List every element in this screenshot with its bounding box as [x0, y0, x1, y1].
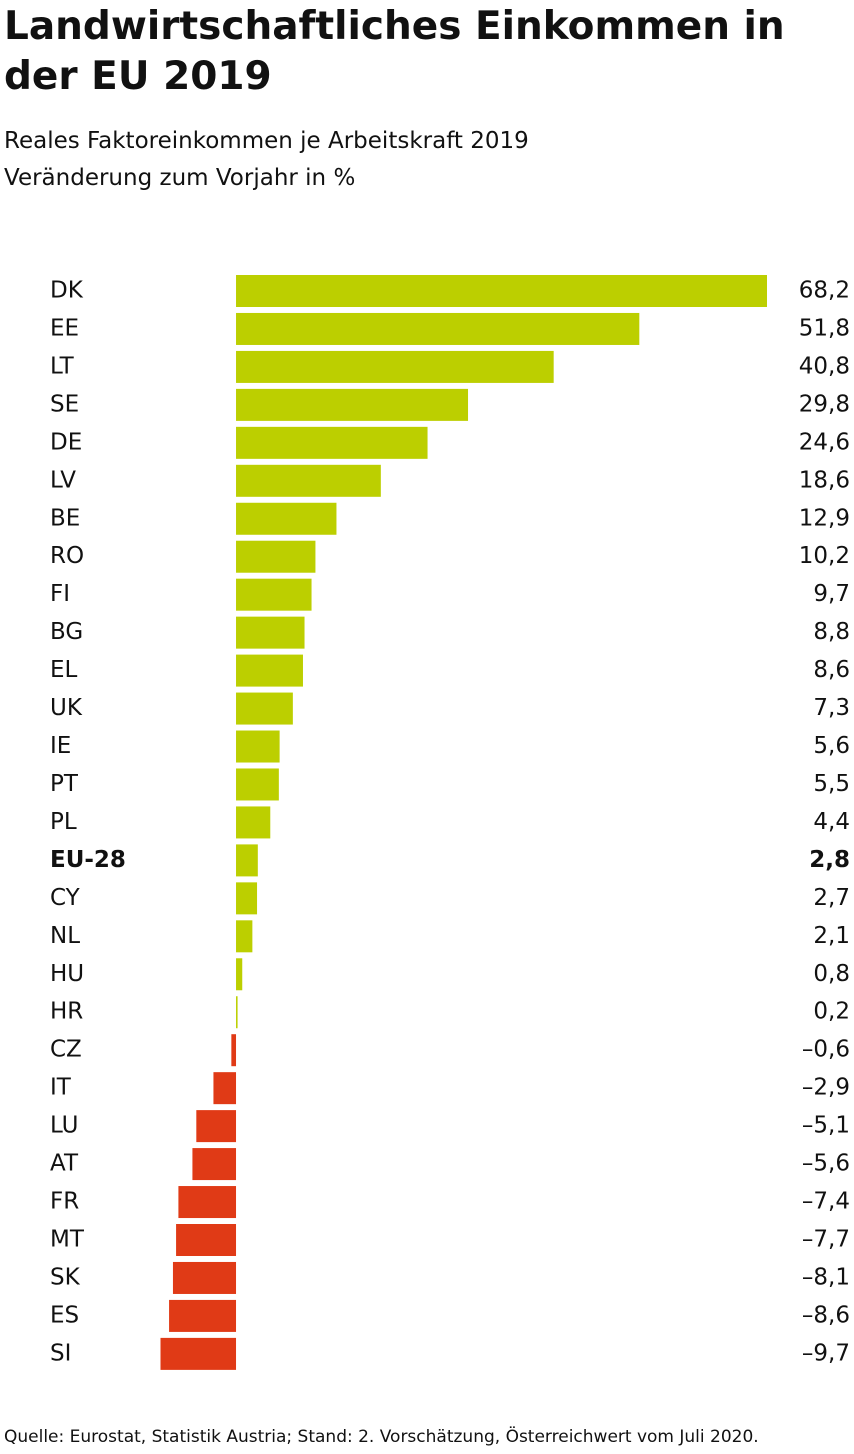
category-label: HU	[50, 961, 84, 987]
bar	[236, 996, 238, 1029]
category-label: EE	[50, 315, 79, 341]
value-label: 5,6	[813, 733, 850, 759]
value-label: 5,5	[813, 771, 850, 797]
value-label: 29,8	[799, 391, 850, 417]
bar	[236, 882, 258, 915]
category-label: SE	[50, 391, 79, 417]
bar	[236, 275, 768, 307]
value-label: 4,4	[813, 809, 850, 835]
category-label: LV	[50, 467, 76, 493]
bar	[236, 540, 316, 573]
value-label: 0,8	[813, 961, 850, 987]
value-label: 2,7	[813, 885, 850, 911]
bar	[236, 312, 640, 345]
bar	[236, 806, 271, 839]
value-label: 0,2	[813, 999, 850, 1025]
category-label: IE	[50, 733, 71, 759]
bar	[236, 616, 305, 649]
bar	[236, 768, 279, 801]
category-label: ES	[50, 1302, 79, 1328]
category-label: EL	[50, 657, 78, 683]
value-label: 40,8	[799, 353, 850, 379]
bar	[236, 464, 381, 497]
category-label: MT	[50, 1227, 85, 1253]
category-label: SI	[50, 1340, 71, 1366]
value-label: –7,4	[802, 1189, 850, 1215]
value-label: 18,6	[799, 467, 850, 493]
category-label: SK	[50, 1264, 81, 1290]
value-label: 24,6	[799, 429, 850, 455]
category-label: EU-28	[50, 847, 126, 873]
bar	[236, 958, 243, 991]
bar	[236, 920, 253, 953]
value-label: 9,7	[813, 581, 850, 607]
bar	[236, 654, 303, 687]
bar	[236, 578, 312, 611]
category-label: BE	[50, 505, 80, 531]
category-label: NL	[50, 923, 80, 949]
category-label: HR	[50, 999, 83, 1025]
value-label: –7,7	[802, 1227, 850, 1253]
bar	[236, 388, 469, 421]
bar	[236, 844, 258, 877]
subtitle: Reales Faktoreinkommen je Arbeitskraft 2…	[4, 128, 529, 154]
category-label: CY	[50, 885, 81, 911]
category-label: UK	[50, 695, 83, 721]
bar	[236, 502, 337, 535]
value-label: –5,1	[802, 1113, 850, 1139]
value-label: 12,9	[799, 505, 850, 531]
value-label: 10,2	[799, 543, 850, 569]
value-label: –8,1	[802, 1264, 850, 1290]
bar	[236, 426, 428, 459]
category-label: IT	[50, 1075, 72, 1101]
value-label: –9,7	[802, 1340, 850, 1366]
subtitle: Veränderung zum Vorjahr in %	[4, 165, 356, 191]
value-label: –8,6	[802, 1302, 850, 1328]
category-label: FR	[50, 1189, 79, 1215]
bar	[236, 350, 554, 383]
category-label: PT	[50, 771, 79, 797]
category-label: DE	[50, 429, 82, 455]
bar	[172, 1261, 237, 1294]
category-label: CZ	[50, 1037, 82, 1063]
bar	[196, 1110, 237, 1143]
value-label: 8,6	[813, 657, 850, 683]
bar	[192, 1148, 237, 1181]
value-label: 51,8	[799, 315, 850, 341]
value-label: 68,2	[799, 278, 850, 304]
category-label: AT	[50, 1151, 79, 1177]
category-label: DK	[50, 278, 84, 304]
bar	[176, 1224, 237, 1256]
value-label: –2,9	[802, 1075, 850, 1101]
bar	[236, 692, 293, 725]
value-label: 2,1	[813, 923, 850, 949]
category-label: RO	[50, 543, 84, 569]
bar	[213, 1072, 237, 1105]
source: Quelle: Eurostat, Statistik Austria; Sta…	[4, 1427, 759, 1447]
value-label: 8,8	[813, 619, 850, 645]
category-label: FI	[50, 581, 70, 607]
bar	[178, 1186, 237, 1219]
category-label: LU	[50, 1113, 79, 1139]
bar	[236, 730, 280, 763]
chart-title: Landwirtschaftliches Einkommen in der EU…	[4, 4, 785, 99]
bar	[160, 1337, 237, 1370]
bar	[169, 1299, 237, 1332]
value-label: –5,6	[802, 1151, 850, 1177]
value-label: 7,3	[813, 695, 850, 721]
value-label: 2,8	[809, 847, 850, 873]
value-label: –0,6	[802, 1037, 850, 1063]
chart: DK 68,2 EE 51,8 LT 40,8 SE 29,8 DE 24,6 LV 18,6 BE 12…	[50, 275, 850, 1370]
category-label: BG	[50, 619, 83, 645]
category-label: PL	[50, 809, 77, 835]
category-label: LT	[50, 353, 75, 379]
bar	[231, 1034, 237, 1067]
